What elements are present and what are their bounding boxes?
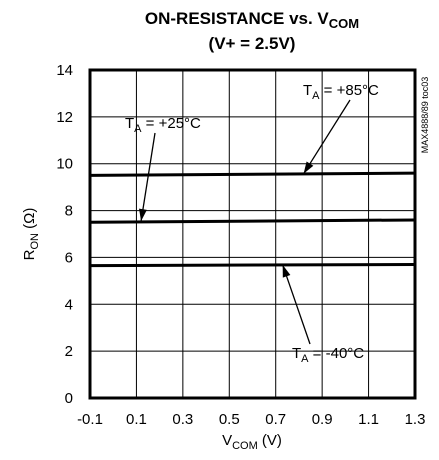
- chart-title-line1: ON-RESISTANCE vs. VCOM: [145, 9, 359, 31]
- series-line-0: [89, 171, 416, 177]
- annotation-arrowhead: [138, 208, 147, 222]
- x-tick-label: 0.7: [265, 411, 286, 428]
- x-tick-label: 0.3: [172, 411, 193, 428]
- y-tick-label: 14: [56, 62, 73, 79]
- plot-frame: [88, 68, 417, 400]
- y-tick-label: 2: [65, 343, 73, 360]
- series-line-1: [89, 218, 416, 224]
- title-line1-sub: COM: [329, 16, 359, 31]
- annotation-arrow-line: [303, 99, 351, 175]
- x-tick-labels: -0.1 0.1 0.3 0.5 0.7 0.9 1.1 1.3: [77, 411, 425, 428]
- x-tick-label: 0.1: [126, 411, 147, 428]
- annotation-label-25c: TA = +25°C: [125, 115, 201, 135]
- annotation-arrow-line: [140, 132, 156, 222]
- annotation-label-85c: TA = +85°C: [303, 82, 379, 102]
- series-group: [89, 171, 416, 268]
- x-tick-label: 1.1: [358, 411, 379, 428]
- y-tick-label: 6: [65, 249, 73, 266]
- annotation-arrows: [138, 99, 351, 345]
- x-axis-label: VCOM (V): [222, 432, 282, 452]
- x-tick-label: 1.3: [405, 411, 426, 428]
- y-tick-label: 10: [56, 156, 73, 173]
- y-tick-labels: 0 2 4 6 8 10 12 14: [56, 62, 73, 407]
- series-line-2: [89, 262, 416, 268]
- x-tick-label: 0.5: [219, 411, 240, 428]
- x-tick-label: 0.9: [312, 411, 333, 428]
- annotation-arrow-line: [282, 264, 311, 345]
- y-axis-label: RON (Ω): [21, 208, 41, 261]
- annotation-arrowhead: [303, 161, 314, 174]
- annotation-label-minus40c: TA = -40°C: [292, 345, 364, 365]
- chart-title-line2: (V+ = 2.5V): [209, 34, 296, 53]
- grid: [90, 70, 415, 398]
- y-tick-label: 0: [65, 390, 73, 407]
- y-tick-label: 8: [65, 203, 73, 220]
- figure-id: MAX4888/89 toc03: [420, 77, 430, 154]
- y-tick-label: 4: [65, 296, 73, 313]
- title-line1-main: ON-RESISTANCE vs. V: [145, 9, 330, 28]
- annotation-arrowhead: [282, 264, 291, 278]
- y-tick-label: 12: [56, 109, 73, 126]
- x-tick-label: -0.1: [77, 411, 103, 428]
